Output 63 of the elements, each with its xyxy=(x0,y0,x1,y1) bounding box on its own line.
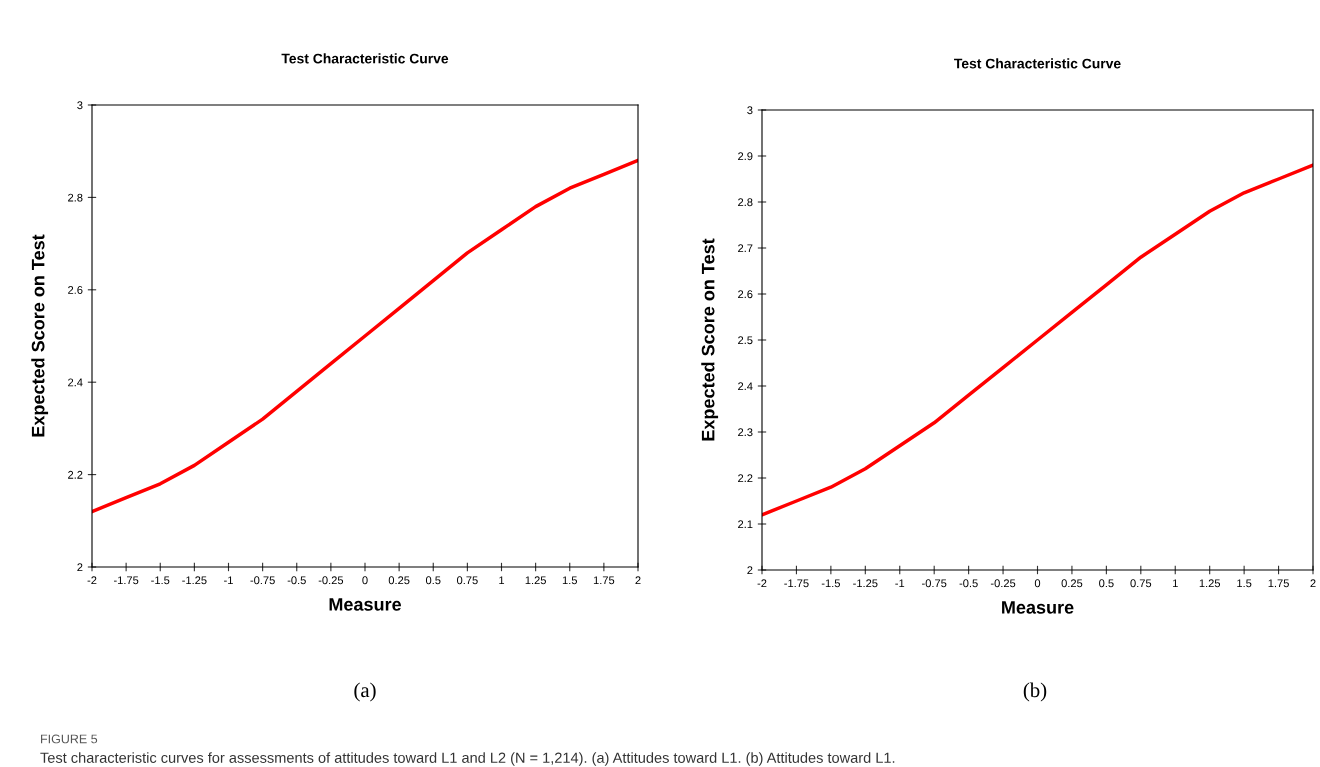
line-series xyxy=(762,163,1313,517)
y-tick-label: 2 xyxy=(77,563,83,572)
y-tick-label: 2.6 xyxy=(68,286,83,294)
y-tick-label: 2.2 xyxy=(68,470,83,479)
x-axis-title: Measure xyxy=(1002,601,1074,614)
y-tick-label: 2.2 xyxy=(738,474,753,483)
x-tick-label: -0.5 xyxy=(287,576,306,585)
x-tick-label: 1 xyxy=(499,576,505,585)
y-tick-label: 2.4 xyxy=(68,378,83,387)
x-axis-title: Measure xyxy=(329,598,402,611)
x-tick-label: 1.5 xyxy=(1237,579,1252,588)
line-series xyxy=(92,158,638,514)
y-axis-title: Expected Score on Test xyxy=(701,238,719,441)
x-tick-label: -0.75 xyxy=(250,576,275,585)
caption: FIGURE 5 xyxy=(41,734,98,744)
x-tick-label: -2 xyxy=(757,579,767,588)
x-tick-label: 2 xyxy=(635,576,641,585)
y-axis-title: Expected Score on Test xyxy=(31,234,49,437)
x-tick-label: 1 xyxy=(1173,579,1178,588)
x-tick-label: 1.25 xyxy=(1199,579,1221,588)
x-tick-label: 1.75 xyxy=(1268,579,1289,588)
x-tick-label: -1 xyxy=(895,579,905,588)
y-tick-label: 3 xyxy=(77,101,83,110)
x-tick-label: -0.25 xyxy=(318,576,344,585)
x-tick-label: 1.25 xyxy=(525,576,546,585)
y-tick-label: 2 xyxy=(747,566,753,575)
y-tick-label: 2.7 xyxy=(738,244,753,253)
x-tick-label: -1.5 xyxy=(821,579,840,588)
x-tick-label: 2 xyxy=(1310,579,1316,588)
x-tick-label: 0.25 xyxy=(1061,579,1083,588)
y-tick-label: 2.9 xyxy=(738,152,753,161)
x-tick-label: 1.75 xyxy=(593,576,615,585)
x-tick-label: -1.25 xyxy=(853,579,878,588)
x-tick-label: -0.75 xyxy=(922,579,947,588)
x-tick-label: -2 xyxy=(87,576,97,585)
y-tick-label: 2.1 xyxy=(738,520,753,529)
x-tick-label: -1.25 xyxy=(182,576,207,585)
y-tick-label: 2.5 xyxy=(738,336,753,345)
x-tick-label: -1 xyxy=(224,576,233,585)
y-tick-label: 2.8 xyxy=(68,193,83,202)
y-tick-label: 2.4 xyxy=(738,382,753,391)
x-tick-label: 0 xyxy=(362,576,368,585)
x-tick-label: 0.75 xyxy=(1130,579,1152,588)
text: (a) xyxy=(354,682,376,702)
x-tick-label: -1.75 xyxy=(784,579,809,588)
text: Test characteristic curves for assessments of attitudes toward L1 and L2 (N = 1,214). (a) Attitudes toward L1. (b) Attitudes toward L1. xyxy=(40,752,895,766)
x-tick-label: -1.75 xyxy=(113,576,139,585)
x-tick-label: 0 xyxy=(1034,579,1041,588)
y-tick-label: 2.8 xyxy=(738,198,753,207)
x-tick-label: 0.75 xyxy=(457,576,478,585)
x-tick-label: -0.5 xyxy=(959,579,978,588)
chart-title: Test Characteristic Curve xyxy=(954,58,1121,69)
text: (b) xyxy=(1023,682,1047,702)
chart-title: Test Characteristic Curve xyxy=(281,53,449,64)
x-tick-label: 1.5 xyxy=(562,576,578,585)
y-tick-label: 3 xyxy=(747,106,753,115)
y-tick-label: 2.6 xyxy=(738,290,753,299)
x-tick-label: 0.25 xyxy=(388,576,410,585)
x-tick-label: -1.5 xyxy=(151,576,170,585)
x-tick-label: -0.25 xyxy=(990,579,1016,588)
x-tick-label: 0.5 xyxy=(425,576,441,585)
x-tick-label: 0.5 xyxy=(1099,579,1114,588)
y-tick-label: 2.3 xyxy=(738,428,753,437)
